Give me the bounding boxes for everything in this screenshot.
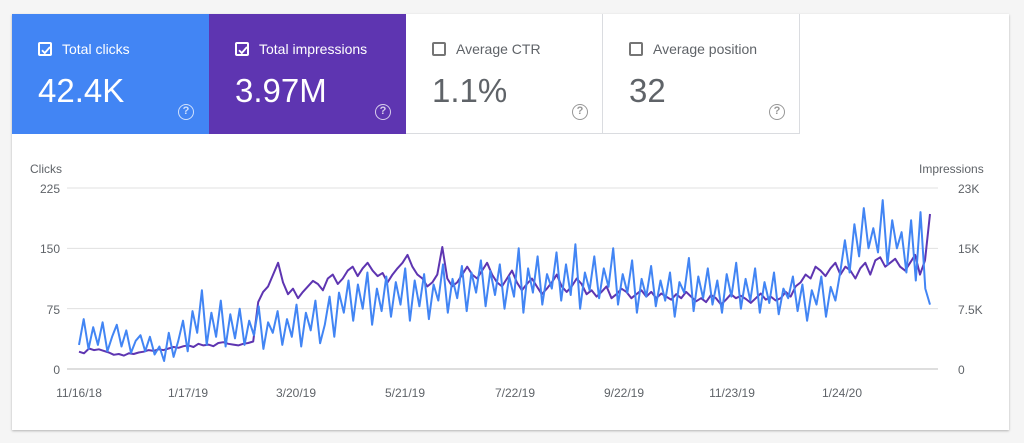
x-tick-label: 9/22/19 <box>603 386 645 400</box>
card-label: Average position <box>653 41 758 57</box>
x-tick-label: 1/24/20 <box>821 386 863 400</box>
performance-panel: Total clicks 42.4K ? Total impressions 3… <box>12 14 1009 430</box>
right-axis-title: Impressions <box>919 162 984 176</box>
left-tick-label: 75 <box>46 303 60 317</box>
right-tick-label: 15K <box>958 242 980 256</box>
total-clicks-card[interactable]: Total clicks 42.4K ? <box>12 14 209 134</box>
average-position-card[interactable]: Average position 32 ? <box>603 14 800 134</box>
help-circle-icon[interactable]: ? <box>572 104 588 120</box>
help-circle-icon[interactable]: ? <box>178 104 194 120</box>
card-value: 32 <box>629 72 666 109</box>
checkbox-checked-icon[interactable] <box>235 42 249 56</box>
card-label: Total impressions <box>259 41 368 57</box>
help-circle-icon[interactable]: ? <box>769 104 785 120</box>
left-axis-title: Clicks <box>30 162 62 176</box>
x-tick-label: 3/20/19 <box>275 386 317 400</box>
card-value: 3.97M <box>235 72 327 109</box>
help-circle-icon[interactable]: ? <box>375 104 391 120</box>
left-tick-label: 150 <box>39 242 60 256</box>
card-label: Average CTR <box>456 41 541 57</box>
left-tick-label: 225 <box>39 182 60 196</box>
card-value: 1.1% <box>432 72 508 109</box>
checkbox-checked-icon[interactable] <box>38 42 52 56</box>
line-chart <box>67 187 938 370</box>
metric-cards: Total clicks 42.4K ? Total impressions 3… <box>12 14 800 134</box>
right-tick-label: 0 <box>958 363 965 377</box>
x-tick-label: 11/16/18 <box>56 386 102 400</box>
clicks-series-line <box>78 199 931 362</box>
x-tick-label: 1/17/19 <box>167 386 209 400</box>
right-tick-label: 23K <box>958 182 980 196</box>
x-tick-label: 5/21/19 <box>384 386 426 400</box>
checkbox-unchecked-icon[interactable] <box>629 42 643 56</box>
x-tick-label: 7/22/19 <box>494 386 536 400</box>
card-value: 42.4K <box>38 72 125 109</box>
left-tick-label: 0 <box>53 363 60 377</box>
right-tick-label: 7.5K <box>958 303 983 317</box>
checkbox-unchecked-icon[interactable] <box>432 42 446 56</box>
card-label: Total clicks <box>62 41 130 57</box>
x-tick-label: 11/23/19 <box>709 386 755 400</box>
average-ctr-card[interactable]: Average CTR 1.1% ? <box>406 14 603 134</box>
total-impressions-card[interactable]: Total impressions 3.97M ? <box>209 14 406 134</box>
